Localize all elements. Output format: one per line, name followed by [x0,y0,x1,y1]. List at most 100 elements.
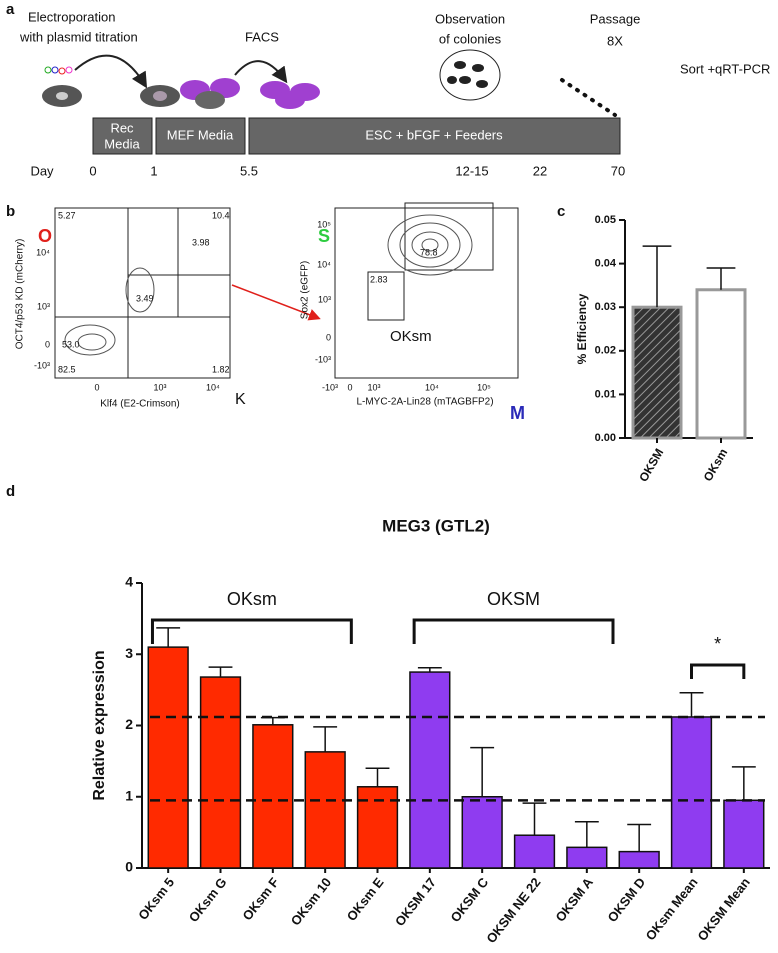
x-tick-label: OKSM Mean [694,875,753,944]
gate-value: 3.98 [192,237,210,247]
bar [147,646,189,869]
y-tick-label: 0.00 [595,432,616,444]
gate-value: 3.49 [136,293,154,303]
flow-plot-right [334,202,519,379]
bar [461,796,503,869]
y-tick-label: 0 [326,332,331,342]
day-label: 1 [150,163,157,178]
gate-value: 10.4 [212,210,230,220]
group-label: OKsm [227,589,277,609]
x-tick-label: OKsm 5 [135,875,177,923]
group-bracket [412,618,615,644]
bar [695,288,747,440]
bar [304,751,346,869]
y-tick-label: 0.02 [595,345,616,357]
gate-value: 5.27 [58,210,76,220]
media-label: Rec [110,120,134,135]
x-tick-label: 10³ [153,382,166,392]
day-label: 12-15 [455,163,488,178]
y-tick-label: 3 [125,645,133,661]
step-text: 8X [607,33,623,48]
day-label: 22 [533,163,547,178]
x-tick-label: -10³ [322,382,338,392]
cells [42,49,617,117]
marker-letter: K [235,391,246,408]
step-text: Electroporation [28,9,115,24]
gate-value: 82.5 [58,364,76,374]
step-text: Sort +qRT-PCR [680,61,770,76]
bar [356,786,399,869]
day-label: 0 [89,163,96,178]
bar [723,799,765,869]
gate-value: 53.0 [62,339,80,349]
x-tick-label: OKsm 10 [288,875,335,929]
x-tick-label: OKsm [701,446,731,484]
day-label: 70 [611,163,625,178]
bar [631,305,683,440]
bar [670,716,713,869]
day-label: 5.5 [240,163,258,178]
x-tick-label: OKsm E [344,874,387,923]
step-text: Observation [435,11,505,26]
x-tick-label: OKsm Mean [642,875,700,943]
y-axis-label: OCT4/p53 KD (mCherry) [15,239,26,350]
panel-letter: b [6,203,15,220]
group-bracket [150,618,353,644]
y-tick-label: 0.05 [595,214,616,226]
gate-value: 2.83 [370,274,388,284]
x-tick-label: 10⁴ [425,382,439,392]
y-axis-label: Relative expression [91,650,108,800]
media-label: Media [104,136,140,151]
step-text: with plasmid titration [19,29,138,44]
media-label: ESC + bFGF + Feeders [365,127,503,142]
marker-letter: S [318,226,330,246]
marker-letter: M [510,403,525,423]
marker-letter: O [38,226,52,246]
x-tick-label: OKSM [636,446,666,484]
x-tick-label: OKSM D [604,875,648,925]
bar [199,676,242,869]
bar [566,846,608,869]
panel-letter: d [6,483,15,500]
timeline [92,117,621,155]
y-tick-label: 0.04 [595,258,617,270]
y-tick-label: 10⁴ [317,259,331,269]
x-tick-label: OKSM NE 22 [483,875,543,946]
x-tick-label: OKSM C [447,874,491,925]
y-tick-label: 1 [125,787,133,803]
x-axis-label: Klf4 (E2-Crimson) [100,399,179,410]
y-tick-label: 2 [125,716,133,732]
flow-plot-left [54,207,231,379]
step-text: FACS [245,29,279,44]
y-tick-label: 0.01 [595,388,616,400]
media-label: MEF Media [167,127,234,142]
y-tick-label: 0 [125,859,133,875]
y-tick-label: 10³ [37,301,50,311]
day-label: Day [30,163,54,178]
x-tick-label: OKSM A [552,874,596,924]
x-tick-label: 10⁴ [206,382,220,392]
x-tick-label: 0 [94,382,99,392]
bar [252,724,294,869]
x-axis-label: L-MYC-2A-Lin28 (mTAGBFP2) [356,397,493,408]
step-text: Passage [590,11,641,26]
y-tick-label: 10⁴ [36,247,50,257]
panel-letter: c [557,203,565,220]
y-axis-label: % Efficiency [575,293,589,364]
significance-label: * [714,634,721,654]
x-tick-label: OKsm G [186,875,230,925]
x-tick-label: OKsm F [239,875,282,924]
y-tick-label: -10³ [315,354,331,364]
y-tick-label: 10⁵ [317,219,331,229]
x-tick-label: 0 [347,382,352,392]
gate-arrow [231,284,321,321]
gate-value: 1.82 [212,364,230,374]
bar [618,850,660,869]
x-tick-label: 10³ [367,382,380,392]
y-tick-label: 0 [45,339,50,349]
panel-letter: a [6,1,15,18]
significance-bracket [690,663,746,679]
gate-name: OKsm [390,328,432,345]
